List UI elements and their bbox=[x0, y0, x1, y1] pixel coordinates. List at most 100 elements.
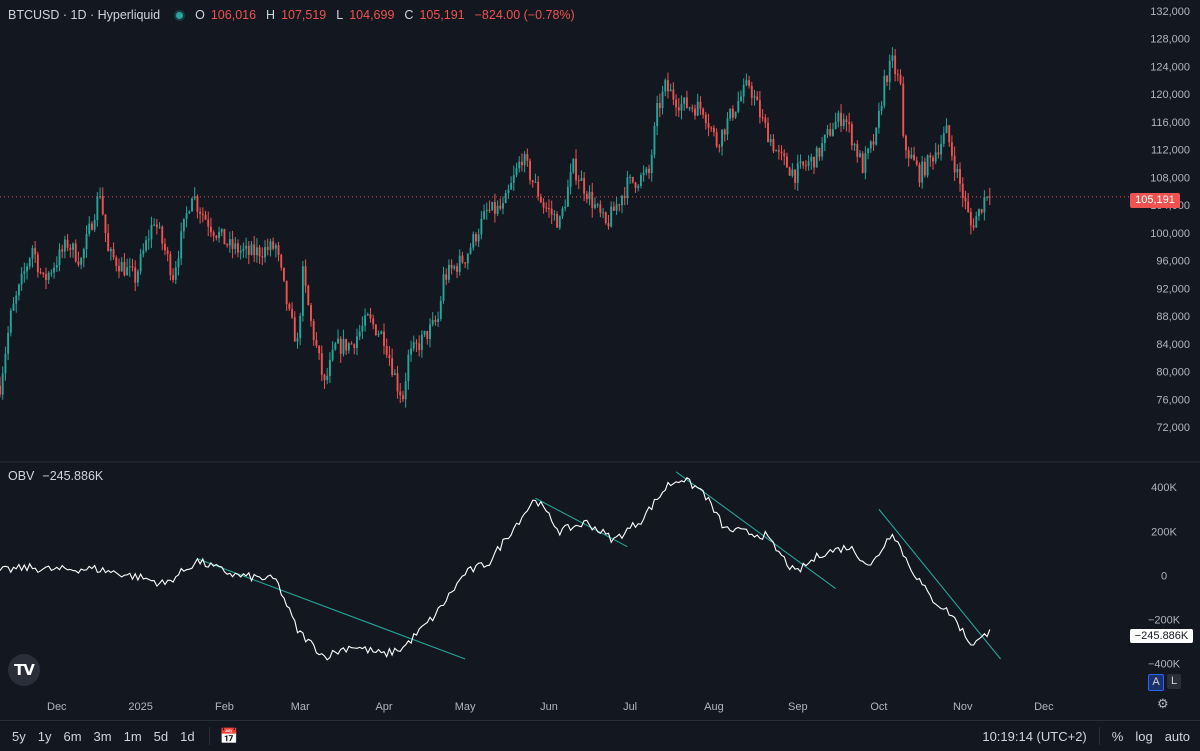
candle-body bbox=[807, 161, 810, 166]
candle-body bbox=[209, 226, 212, 233]
candle-body bbox=[475, 234, 477, 242]
candle-body bbox=[580, 178, 583, 181]
candle-body bbox=[518, 161, 521, 169]
candle-body bbox=[142, 250, 145, 255]
candle-body bbox=[155, 224, 158, 228]
candle-body bbox=[780, 151, 783, 154]
candle-body bbox=[520, 161, 523, 166]
candle-body bbox=[318, 345, 321, 354]
calendar-icon[interactable]: 📅 bbox=[219, 728, 239, 745]
candle-body bbox=[767, 122, 769, 143]
candle-body bbox=[320, 353, 323, 375]
clock-time[interactable]: 10:19:14 (UTC+2) bbox=[982, 728, 1087, 744]
range-1m-button[interactable]: 1m bbox=[123, 728, 142, 744]
range-5y-button[interactable]: 5y bbox=[12, 728, 26, 744]
candle-body bbox=[539, 196, 542, 203]
time-tick-label: Dec bbox=[47, 701, 67, 713]
candle-body bbox=[891, 55, 894, 61]
candle-body bbox=[1, 373, 4, 395]
obv-value: −245.886K bbox=[42, 469, 104, 483]
candle-body bbox=[388, 354, 391, 359]
candle-body bbox=[307, 285, 310, 306]
candle-body bbox=[145, 240, 147, 251]
candle-body bbox=[534, 181, 537, 183]
candle-body bbox=[488, 209, 491, 211]
candle-body bbox=[975, 216, 978, 228]
candle-body bbox=[353, 344, 356, 349]
candle-body bbox=[161, 226, 164, 244]
candle-body bbox=[621, 195, 623, 206]
price-axis[interactable]: 132,000 128,000 124,000 120,000 116,000 112,0… bbox=[1150, 6, 1190, 434]
percent-toggle[interactable]: % bbox=[1111, 728, 1124, 744]
candle-body bbox=[566, 186, 569, 207]
candle-body bbox=[445, 274, 448, 280]
obv-axis[interactable]: 400K 200K 0 −200K −400K bbox=[1148, 482, 1181, 670]
candle-body bbox=[80, 258, 83, 265]
range-3m-button[interactable]: 3m bbox=[93, 728, 112, 744]
time-tick-label: Sep bbox=[788, 701, 808, 713]
candle-body bbox=[93, 220, 96, 230]
candle-body bbox=[496, 205, 499, 214]
candle-body bbox=[350, 343, 353, 345]
candle-body bbox=[96, 196, 99, 221]
candle-body bbox=[399, 391, 402, 396]
range-1d-button[interactable]: 1d bbox=[180, 728, 195, 744]
time-tick-label: Oct bbox=[870, 701, 887, 713]
log-toggle[interactable]: log bbox=[1135, 728, 1153, 744]
candle-body bbox=[339, 338, 342, 354]
candle-body bbox=[410, 348, 413, 355]
candle-body bbox=[915, 160, 918, 165]
candle-body bbox=[788, 167, 791, 176]
candle-body bbox=[575, 158, 577, 181]
time-tick-label: Jun bbox=[540, 701, 558, 713]
candle-body bbox=[950, 142, 953, 156]
obv-name[interactable]: OBV bbox=[8, 469, 35, 483]
candle-body bbox=[653, 125, 656, 155]
candle-body bbox=[182, 218, 185, 232]
candle-body bbox=[480, 218, 483, 235]
candle-body bbox=[913, 154, 916, 161]
candle-body bbox=[191, 198, 193, 212]
chart-canvas[interactable]: 132,000 128,000 124,000 120,000 116,000 112,0… bbox=[0, 0, 1200, 720]
candle-body bbox=[61, 249, 64, 252]
time-axis[interactable]: Dec 2025 Feb Mar Apr May Jun Jul Aug Sep Oct Nov Dec bbox=[47, 701, 1054, 713]
candle-body bbox=[269, 241, 272, 250]
candle-body bbox=[688, 107, 691, 109]
candle-body bbox=[691, 107, 694, 109]
candle-body bbox=[261, 256, 264, 258]
candle-body bbox=[234, 243, 237, 249]
candle-body bbox=[334, 343, 337, 350]
candle-body bbox=[794, 169, 797, 183]
range-5d-button[interactable]: 5d bbox=[153, 728, 169, 744]
range-1y-button[interactable]: 1y bbox=[37, 728, 52, 744]
candle-body bbox=[729, 108, 732, 119]
candle-body bbox=[277, 245, 280, 255]
range-6m-button[interactable]: 6m bbox=[63, 728, 82, 744]
candle-body bbox=[396, 373, 399, 392]
auto-scale-button[interactable]: A bbox=[1148, 674, 1164, 691]
candle-body bbox=[588, 191, 591, 200]
candle-body bbox=[253, 244, 256, 256]
candle-body bbox=[704, 114, 707, 124]
auto-toggle[interactable]: auto bbox=[1164, 728, 1190, 744]
candle-body bbox=[618, 204, 621, 206]
low-label: L bbox=[336, 8, 344, 22]
price-tick-label: 88,000 bbox=[1156, 311, 1190, 323]
candle-body bbox=[120, 261, 123, 272]
candle-body bbox=[493, 202, 496, 214]
tradingview-logo-icon[interactable]: 𝗧𝗩 bbox=[8, 654, 40, 686]
candle-body bbox=[537, 181, 540, 197]
price-tick-label: 80,000 bbox=[1156, 367, 1190, 379]
candle-body bbox=[423, 331, 426, 335]
candle-body bbox=[502, 203, 504, 209]
candle-body bbox=[629, 176, 632, 178]
candle-body bbox=[196, 196, 199, 212]
symbol-title[interactable]: BTCUSD · 1D · Hyperliquid bbox=[8, 8, 161, 22]
candle-body bbox=[393, 373, 396, 375]
candle-body bbox=[840, 112, 842, 126]
candle-body bbox=[172, 275, 175, 280]
log-scale-button[interactable]: L bbox=[1167, 674, 1181, 689]
gear-icon[interactable]: ⚙ bbox=[1157, 696, 1169, 711]
candle-body bbox=[266, 247, 269, 250]
